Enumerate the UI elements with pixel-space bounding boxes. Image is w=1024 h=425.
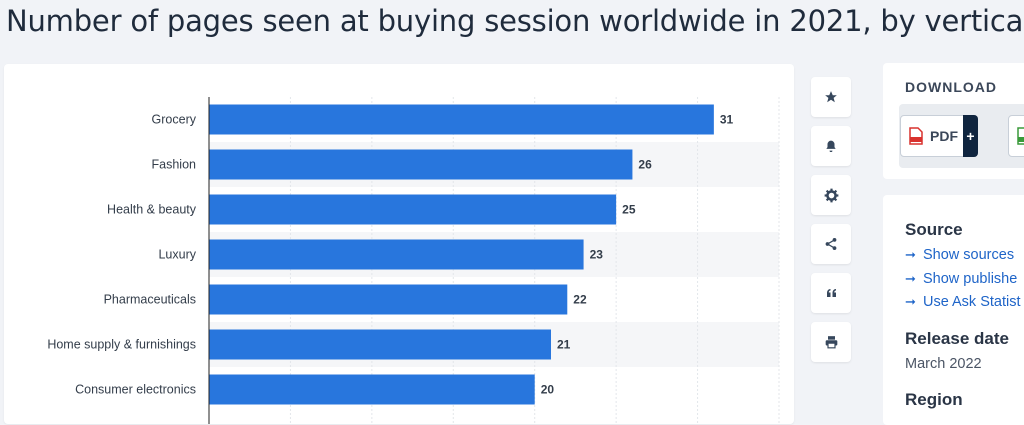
category-label: Fashion	[152, 158, 197, 172]
print-button[interactable]	[811, 322, 851, 362]
info-panel: Source ➞ Show sources ➞ Show publishe ➞ Use…	[883, 195, 1024, 425]
share-button[interactable]	[811, 224, 851, 264]
download-title: DOWNLOAD	[905, 79, 997, 95]
print-icon	[824, 335, 839, 349]
pdf-download-button[interactable]: PDF +	[900, 115, 978, 157]
release-date-value: March 2022	[905, 356, 982, 372]
settings-button[interactable]	[811, 175, 851, 215]
star-icon	[824, 90, 838, 104]
bar	[209, 284, 568, 315]
notification-button[interactable]	[811, 126, 851, 166]
quote-icon	[825, 287, 838, 299]
favorite-button[interactable]	[811, 77, 851, 117]
show-publisher-link[interactable]: ➞ Show publishe	[905, 271, 1017, 287]
gear-icon	[824, 188, 839, 203]
data-label: 20	[541, 383, 555, 397]
arrow-right-icon: ➞	[905, 271, 916, 286]
xls-file-icon	[1017, 127, 1024, 150]
data-label: 22	[573, 293, 587, 307]
share-icon	[824, 237, 838, 251]
chart-card: Grocery 31 Fashion 26 Health & beauty 25 Luxur…	[4, 64, 794, 424]
data-label: 21	[557, 338, 571, 352]
cite-button[interactable]	[811, 273, 851, 313]
page-title: Number of pages seen at buying session w…	[6, 4, 1024, 38]
link-label: Show publishe	[923, 271, 1018, 287]
link-label: Show sources	[923, 247, 1015, 263]
ask-statista-link[interactable]: ➞ Use Ask Statist	[905, 294, 1021, 310]
chart-toolbar	[811, 77, 853, 371]
category-label: Health & beauty	[107, 203, 197, 217]
category-label: Consumer electronics	[75, 383, 196, 397]
category-label: Luxury	[158, 248, 196, 262]
release-date-heading: Release date	[905, 329, 1009, 348]
pdf-plus-button[interactable]: +	[963, 115, 978, 157]
bar	[209, 149, 633, 180]
pdf-file-icon	[909, 127, 923, 150]
download-panel: DOWNLOAD PDF +	[883, 63, 1024, 179]
bar	[209, 194, 617, 225]
data-label: 23	[590, 248, 604, 262]
data-label: 31	[720, 113, 734, 127]
bar-chart: Grocery 31 Fashion 26 Health & beauty 25 Luxur…	[47, 97, 780, 424]
link-label: Use Ask Statist	[923, 294, 1021, 310]
pdf-label: PDF	[930, 128, 958, 144]
arrow-right-icon: ➞	[905, 294, 916, 309]
xls-download-button[interactable]	[1008, 115, 1024, 157]
bar	[209, 329, 551, 360]
category-label: Pharmaceuticals	[104, 293, 196, 307]
arrow-right-icon: ➞	[905, 247, 916, 262]
bar	[209, 104, 714, 135]
bell-icon	[824, 139, 838, 154]
category-label: Grocery	[152, 113, 197, 127]
show-sources-link[interactable]: ➞ Show sources	[905, 247, 1014, 263]
bar	[209, 239, 584, 270]
data-label: 25	[622, 203, 636, 217]
data-label: 26	[638, 158, 652, 172]
source-heading: Source	[905, 220, 963, 239]
region-heading: Region	[905, 390, 963, 409]
bar	[209, 374, 535, 405]
category-label: Home supply & furnishings	[47, 338, 196, 352]
